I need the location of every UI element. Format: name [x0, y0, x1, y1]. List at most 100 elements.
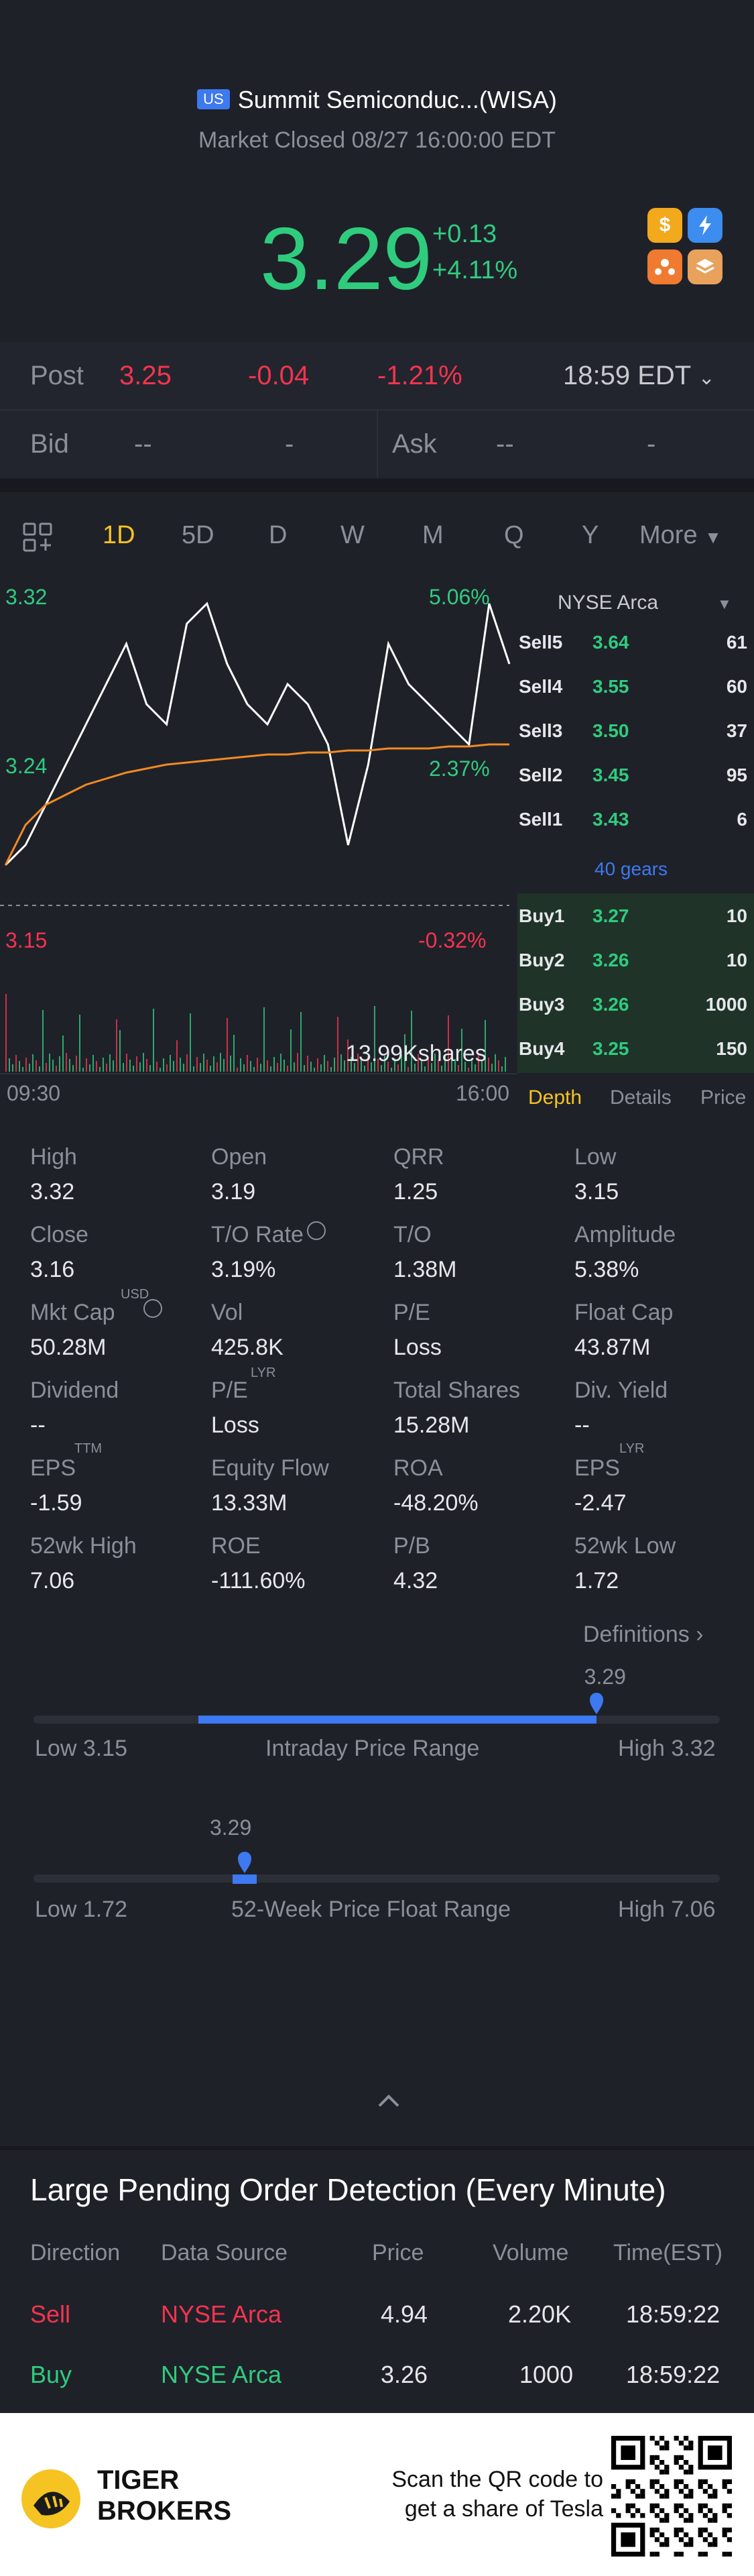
volume-bar [9, 1058, 10, 1072]
volume-bar [22, 1067, 23, 1072]
volume-bar [166, 1064, 168, 1072]
volume-bar [49, 1054, 50, 1072]
stat-value: 3.16 [30, 1257, 75, 1282]
x-label-end: 16:00 [456, 1081, 510, 1105]
buy-row: Buy3 3.26 1000 [517, 982, 754, 1026]
volume-bar [458, 1065, 459, 1072]
stat-value: -1.59 [30, 1490, 82, 1516]
tab-q[interactable]: Q [504, 521, 524, 549]
tab-y[interactable]: Y [582, 521, 599, 549]
tab-w[interactable]: W [340, 521, 365, 549]
exchange-selector[interactable]: NYSE Arca [558, 592, 658, 614]
stat-label: Vol [211, 1300, 243, 1325]
volume-bar [203, 1054, 204, 1072]
tab-more[interactable]: More ▼ [639, 521, 722, 550]
bid-ask-row: Bid -- - Ask -- - [0, 410, 754, 478]
volume-bar [397, 1064, 399, 1072]
volume-bar [361, 1060, 362, 1072]
volume-bar [126, 1054, 127, 1072]
buy-price: 3.26 [592, 994, 629, 1015]
volume-bar [139, 1062, 141, 1072]
order-volume: 1000 [519, 2361, 574, 2388]
tab-5d[interactable]: 5D [182, 521, 214, 549]
volume-bar [481, 1061, 483, 1072]
volume-bar [237, 1068, 238, 1072]
sell-row: Sell4 3.55 60 [517, 664, 754, 708]
volume-bar [257, 1058, 258, 1072]
sell-price: 3.64 [592, 632, 629, 653]
intraday-chart[interactable] [0, 583, 517, 1120]
info-icon[interactable] [143, 1299, 162, 1318]
chevron-up-icon[interactable] [377, 2092, 401, 2112]
volume-bar [160, 1068, 161, 1072]
buy-row: Buy1 3.27 10 [517, 893, 754, 938]
volume-bar [320, 1064, 322, 1072]
stat-value: 1.25 [393, 1179, 438, 1205]
volume-bar [62, 1035, 64, 1072]
volume-bar [411, 1011, 412, 1072]
gears-link[interactable]: 40 gears [594, 858, 668, 879]
dollar-icon[interactable]: $ [647, 208, 682, 243]
volume-bar [441, 1066, 442, 1072]
sell-row: Sell1 3.43 6 [517, 797, 754, 841]
price-change-pct: +4.11% [432, 256, 518, 284]
order-price: 4.94 [381, 2300, 428, 2328]
post-change-pct: -1.21% [377, 361, 462, 390]
stat-value: 3.32 [30, 1179, 75, 1205]
tab-d[interactable]: D [269, 521, 288, 549]
volume-bar [5, 994, 7, 1072]
stat-value: 4.32 [393, 1568, 438, 1593]
stat-label: Close [30, 1222, 88, 1247]
tab-1d[interactable]: 1D [103, 521, 135, 549]
volume-bar [56, 1066, 57, 1072]
volume-bar [12, 1064, 13, 1072]
volume-bar [330, 1067, 332, 1072]
buy-row: Buy4 3.25 150 [517, 1026, 754, 1070]
tab-depth[interactable]: Depth [528, 1086, 582, 1109]
stat-label: EPS [574, 1455, 621, 1481]
stat-label: 52wk Low [574, 1533, 676, 1559]
stat-label: High [30, 1144, 77, 1170]
stat-value: 5.38% [574, 1257, 639, 1282]
buy-label: Buy2 [519, 950, 565, 970]
volume-bar [280, 1054, 281, 1072]
intraday-high: High 3.32 [618, 1736, 716, 1761]
post-time-selector[interactable]: 18:59 EDT ⌄ [563, 361, 715, 391]
y-label-mid: 3.24 [5, 754, 48, 778]
volume-bar [270, 1066, 271, 1072]
sell-price: 3.55 [592, 676, 629, 697]
volume-bar [381, 1065, 382, 1072]
layers-icon[interactable] [688, 249, 722, 284]
sell-size: 95 [726, 765, 747, 785]
community-icon[interactable] [647, 249, 682, 284]
volume-bar [136, 1056, 137, 1072]
stat-label: T/O [393, 1222, 432, 1247]
volume-bar [220, 1053, 221, 1072]
volume-bar [451, 1053, 452, 1072]
stat-value: -- [574, 1412, 590, 1438]
buy-price: 3.27 [592, 905, 629, 926]
order-price: 3.26 [381, 2361, 428, 2388]
volume-bar [103, 1058, 104, 1072]
definitions-link[interactable]: Definitions › [583, 1622, 704, 1648]
stat-value: Loss [393, 1335, 442, 1360]
volume-bar [444, 1056, 446, 1072]
buy-row: Buy2 3.26 10 [517, 938, 754, 982]
volume-bar [344, 1060, 345, 1072]
volume-bar [42, 1010, 44, 1072]
tab-details[interactable]: Details [610, 1086, 672, 1109]
lyr-sup-pe: LYR [251, 1365, 276, 1380]
volume-bar [290, 1029, 292, 1072]
volume-bar [304, 1065, 305, 1072]
buy-size: 10 [726, 905, 747, 926]
volume-bar [216, 1062, 218, 1072]
stat-label: Open [211, 1144, 267, 1170]
tab-m[interactable]: M [422, 521, 444, 549]
tab-price[interactable]: Price [700, 1086, 747, 1109]
ask-size: - [647, 429, 656, 459]
info-icon[interactable] [307, 1221, 326, 1240]
layout-grid-icon[interactable] [21, 521, 54, 553]
flash-icon[interactable] [688, 208, 722, 243]
caret-down-icon[interactable]: ▼ [717, 596, 732, 612]
stat-value: 13.33M [211, 1490, 288, 1516]
